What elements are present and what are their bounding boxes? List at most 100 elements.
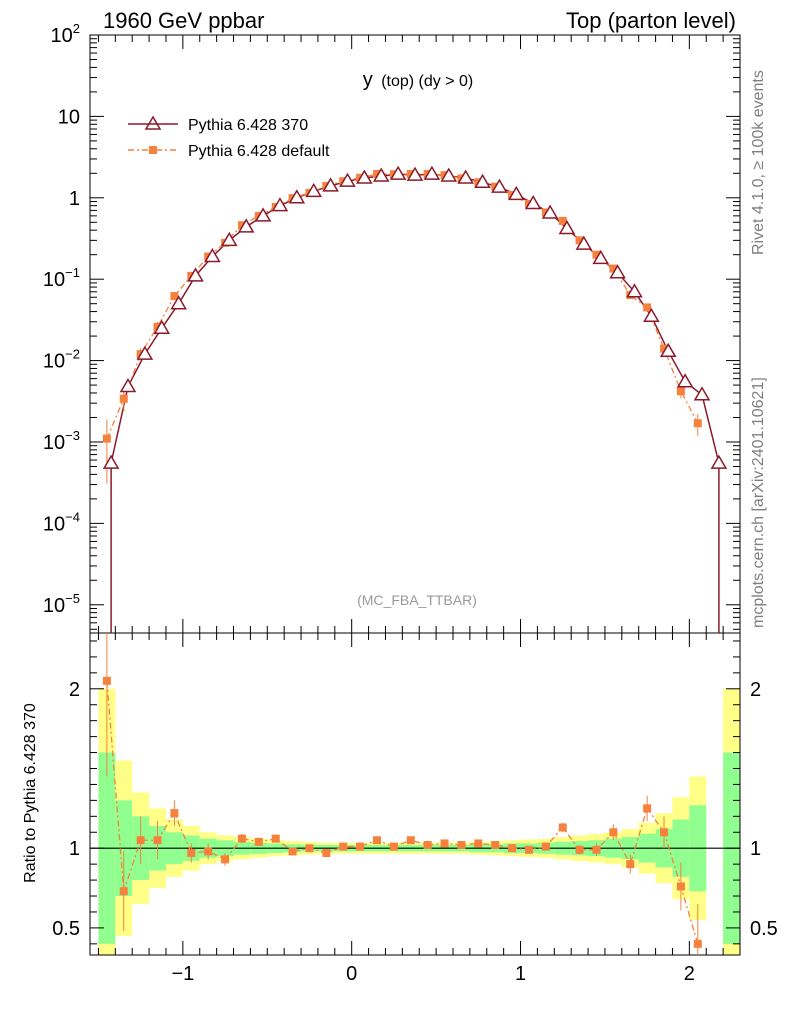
mc-point	[592, 250, 601, 259]
ref-point	[541, 204, 559, 219]
ratio-mc-point	[356, 842, 365, 851]
legend-mc-label: Pythia 6.428 default	[188, 143, 330, 160]
ref-point	[372, 167, 390, 182]
ratio-mc-point	[322, 848, 331, 857]
mc-point	[237, 221, 246, 230]
legend: Pythia 6.428 370 Pythia 6.428 default	[128, 115, 330, 160]
ratio-y-tick-label-right: 1	[750, 838, 761, 860]
ratio-mc-point	[389, 842, 398, 851]
ratio-series-layer	[102, 633, 702, 955]
ratio-mc-point	[508, 844, 517, 853]
chart-title: y (top) (dy > 0)	[363, 69, 473, 91]
process-label: Top (parton level)	[566, 8, 736, 33]
mc-point	[609, 264, 618, 273]
ref-point	[406, 166, 424, 181]
ref-point	[491, 178, 508, 193]
ratio-mc-point	[271, 834, 280, 843]
chart-title-sub: (top) (dy > 0)	[381, 73, 473, 90]
ratio-mc-point	[423, 841, 432, 850]
ref-point	[693, 386, 711, 401]
mc-point	[693, 419, 702, 428]
ratio-mc-point	[187, 848, 196, 857]
ref-point	[254, 207, 272, 222]
ratio-mc-point	[136, 836, 145, 845]
ref-point	[524, 195, 542, 210]
ratio-mc-point	[474, 839, 483, 848]
ref-point	[710, 454, 728, 469]
ref-point	[170, 295, 187, 310]
ratio-mc-point	[339, 842, 348, 851]
legend-mc-marker	[149, 146, 157, 154]
ref-point	[271, 197, 289, 212]
mc-point	[676, 387, 685, 396]
mc-point	[119, 394, 128, 403]
ratio-ylabel: Ratio to Pythia 6.428 370	[22, 703, 39, 883]
ref-point	[237, 218, 255, 233]
y-tick-label: 10−5	[43, 591, 80, 617]
ratio-mc-point	[491, 841, 500, 850]
ratio-mc-point	[254, 837, 263, 846]
ref-point	[626, 283, 643, 298]
y-tick-exponent: 2	[73, 21, 80, 36]
legend-entry-mc[interactable]: Pythia 6.428 default	[128, 143, 330, 160]
ref-point	[389, 165, 407, 180]
ref-point	[339, 172, 356, 187]
ratio-y-tick-label: 0.5	[52, 918, 80, 940]
ref-point	[204, 248, 221, 263]
ratio-mc-point	[119, 887, 128, 896]
ref-point	[119, 378, 137, 393]
y-tick-base: 10	[43, 432, 65, 454]
ref-point	[305, 182, 323, 198]
ratio-mc-point	[221, 855, 230, 864]
ratio-mc-point	[676, 882, 685, 891]
ratio-plot-frame: −1 0 1 2 0.5 0.5 1 1 2 2	[52, 632, 778, 985]
ratio-mc-point	[204, 847, 213, 856]
ratio-mc-point	[693, 939, 702, 948]
ratio-mc-point	[440, 839, 449, 848]
y-tick-base: 10	[51, 25, 73, 47]
legend-entry-ref[interactable]: Pythia 6.428 370	[128, 115, 308, 134]
x-tick-label: −1	[171, 963, 194, 985]
ratio-mc-point	[237, 834, 246, 843]
ratio-mc-point	[524, 845, 533, 854]
ref-point	[558, 219, 576, 235]
ratio-mc-point	[626, 860, 635, 869]
ref-point	[676, 373, 694, 388]
ratio-mc-point	[373, 836, 382, 845]
ratio-y-tick-label-right: 2	[750, 679, 761, 701]
ratio-y-tick-label: 1	[69, 838, 80, 860]
y-tick-exponent: −4	[65, 509, 80, 524]
ref-point	[102, 454, 120, 469]
y-tick-label: 1	[69, 188, 80, 210]
ratio-mc-point	[592, 845, 601, 854]
ratio-mc-point	[170, 809, 179, 818]
ref-point	[643, 307, 660, 323]
ref-point	[575, 235, 593, 250]
ref-point	[474, 173, 491, 189]
legend-ref-label: Pythia 6.428 370	[188, 117, 308, 134]
rivet-version-label: Rivet 4.1.0, ≥ 100k events	[750, 70, 767, 255]
ref-point	[423, 165, 441, 180]
y-tick-base: 10	[43, 513, 65, 535]
ratio-y-tick-label: 2	[69, 679, 80, 701]
mc-point	[170, 292, 179, 301]
ratio-mc-point	[541, 842, 550, 851]
y-tick-base: 10	[43, 269, 65, 291]
y-tick-label: 10−4	[43, 509, 80, 535]
mc-point	[153, 322, 162, 331]
ratio-mc-point	[575, 845, 584, 854]
ref-point	[220, 231, 238, 247]
ratio-mc-point	[643, 804, 652, 813]
source-label: mcplots.cern.ch [arXiv:2401.10621]	[750, 377, 767, 628]
ratio-mc-point	[609, 828, 618, 837]
y-tick-label: 10−3	[43, 428, 80, 454]
ratio-mc-point	[288, 847, 297, 856]
collision-label: 1960 GeV ppbar	[103, 8, 264, 33]
y-tick-exponent: −3	[65, 428, 80, 443]
ref-point	[609, 264, 626, 279]
y-tick-label: 102	[51, 21, 80, 47]
ratio-mc-point	[558, 823, 567, 832]
mc-point	[660, 344, 669, 353]
